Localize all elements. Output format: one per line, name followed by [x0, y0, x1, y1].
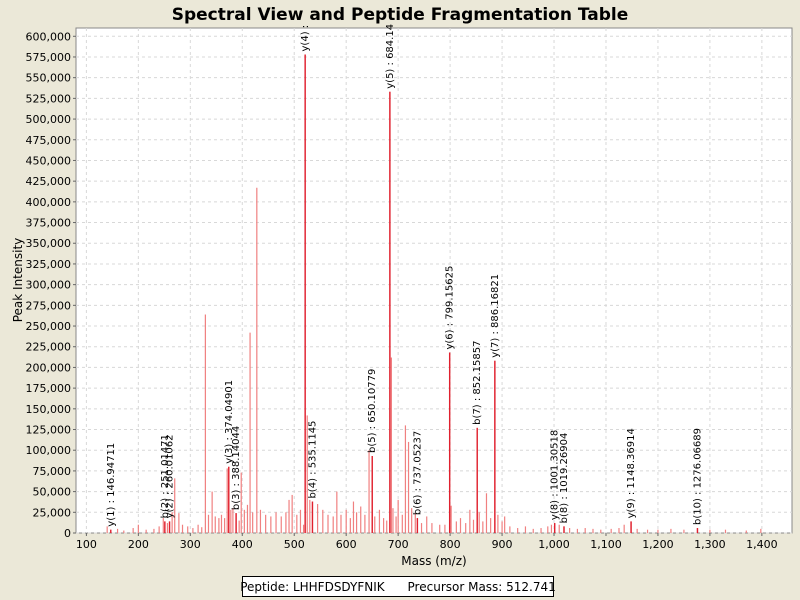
y-axis-ticks: 0 25,000 50,000 75,000 100,000 125,000 150,000…	[26, 30, 77, 540]
y-tick-label: 475,000	[26, 134, 72, 147]
x-tick-label: 100	[76, 538, 97, 551]
plot-area	[76, 28, 792, 533]
x-tick-label: 500	[284, 538, 305, 551]
y-tick-label: 325,000	[26, 258, 72, 271]
y-tick-label: 200,000	[26, 361, 72, 374]
ion-label: b(8) : 1019.26904	[559, 433, 570, 524]
ion-label: y(1) : 146.94711	[106, 443, 117, 527]
y-tick-label: 175,000	[26, 382, 72, 395]
x-tick-label: 600	[336, 538, 357, 551]
y-tick-label: 250,000	[26, 320, 72, 333]
ion-label: b(7) : 852.15857	[472, 341, 483, 425]
y-tick-label: 25,000	[33, 506, 72, 519]
y-tick-label: 150,000	[26, 403, 72, 416]
ion-label: b(4) : 535.1145	[307, 421, 318, 499]
peptide-sequence: Peptide: LHHFDSDYFNIK	[240, 580, 384, 594]
x-tick-label: 1,000	[538, 538, 570, 551]
ion-label: b(2) : 251.01471	[160, 434, 171, 518]
ion-label: b(3) : 388.14044	[231, 426, 242, 510]
y-tick-label: 450,000	[26, 154, 72, 167]
ion-label: y(5) : 684.14	[385, 24, 396, 89]
y-tick-label: 375,000	[26, 217, 72, 230]
x-tick-label: 800	[440, 538, 461, 551]
x-tick-label: 1,300	[694, 538, 726, 551]
ion-label: b(5) : 650.10779	[367, 369, 378, 453]
x-tick-label: 900	[492, 538, 513, 551]
x-axis-label: Mass (m/z)	[401, 554, 466, 568]
precursor-mass: Precursor Mass: 512.741	[408, 580, 556, 594]
x-tick-label: 300	[180, 538, 201, 551]
ion-label: y(9) : 1148.36914	[626, 428, 637, 518]
y-tick-label: 600,000	[26, 30, 72, 43]
y-tick-label: 275,000	[26, 299, 72, 312]
y-axis-label: Peak Intensity	[11, 238, 25, 323]
y-tick-label: 100,000	[26, 444, 72, 457]
x-tick-label: 400	[232, 538, 253, 551]
y-tick-label: 300,000	[26, 279, 72, 292]
spacer	[385, 580, 408, 594]
y-tick-label: 125,000	[26, 424, 72, 437]
y-tick-label: 500,000	[26, 113, 72, 126]
y-tick-label: 0	[64, 527, 71, 540]
y-tick-label: 350,000	[26, 237, 72, 250]
y-tick-label: 75,000	[33, 465, 72, 478]
ion-label: b(6) : 737.05237	[412, 431, 423, 515]
y-tick-label: 50,000	[33, 486, 72, 499]
x-tick-label: 700	[388, 538, 409, 551]
ion-label: y(4) :	[300, 25, 311, 52]
y-tick-label: 550,000	[26, 72, 72, 85]
ion-label: y(7) : 886.16821	[490, 274, 501, 358]
x-tick-label: 1,100	[590, 538, 622, 551]
ion-label: b(10) : 1276.06689	[692, 428, 703, 525]
y-tick-label: 525,000	[26, 92, 72, 105]
peptide-info-box: Peptide: LHHFDSDYFNIK Precursor Mass: 51…	[242, 576, 554, 597]
y-tick-label: 400,000	[26, 196, 72, 209]
x-tick-label: 1,400	[746, 538, 778, 551]
ion-label: y(6) : 799.15625	[445, 266, 456, 350]
y-tick-label: 575,000	[26, 51, 72, 64]
y-tick-label: 425,000	[26, 175, 72, 188]
y-tick-label: 225,000	[26, 341, 72, 354]
x-tick-label: 200	[128, 538, 149, 551]
chart-title: Spectral View and Peptide Fragmentation …	[172, 5, 629, 25]
x-tick-label: 1,200	[642, 538, 674, 551]
x-axis-ticks: 100 200 300 400 500 600 700 800 900 1,000 1,100 1,2…	[76, 533, 778, 551]
